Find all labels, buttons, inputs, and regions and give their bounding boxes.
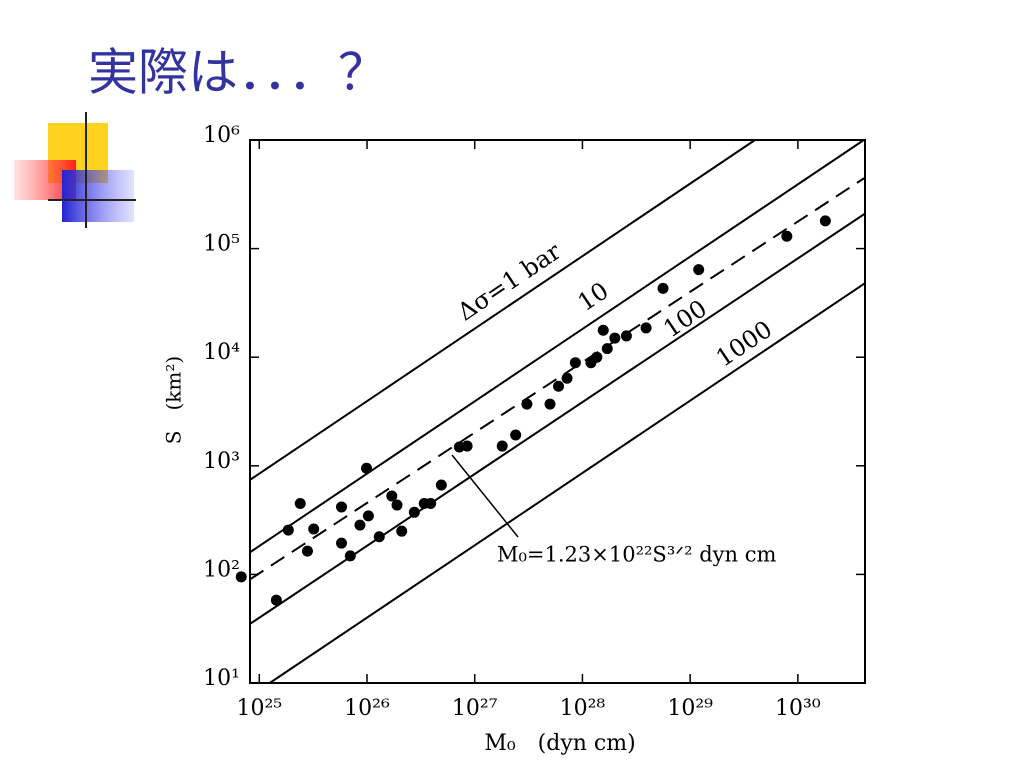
data-point [391,499,403,511]
data-point [781,230,793,242]
y-tick-label: 10⁶ [203,123,240,148]
plot-frame [249,139,866,684]
data-point [270,594,282,606]
data-point [609,332,621,344]
x-tick-label: 10³⁰ [775,696,821,721]
data-point [362,510,374,522]
data-point [496,440,508,452]
data-point [657,282,669,294]
data-point [640,322,652,334]
data-point [354,519,366,531]
data-point [601,343,613,355]
line-label: Δσ=1 bar [452,237,566,326]
data-point [569,357,581,369]
data-point [620,330,632,342]
fit-line [249,176,866,581]
data-point [561,372,573,384]
data-point [301,545,313,557]
data-point [282,524,294,536]
data-point [235,571,247,583]
data-point [336,537,348,549]
data-point [461,440,473,452]
data-point [361,462,373,474]
data-point [344,550,356,562]
data-point [510,429,522,441]
x-tick-label: 10²⁸ [560,696,606,721]
x-axis-label: M₀ (dyn cm) [484,731,635,756]
y-tick-label: 10² [203,557,240,582]
data-point [693,264,705,276]
data-point [336,501,348,513]
line-label: 10 [573,277,614,317]
y-tick-label: 10⁵ [203,232,240,257]
decoration [14,112,136,228]
data-point [294,497,306,509]
x-tick-label: 10²⁹ [667,696,713,721]
deco-blue [62,170,134,222]
data-point [386,490,398,502]
data-point [435,479,447,491]
data-point [521,398,533,410]
data-point [373,531,385,543]
data-point [425,497,437,509]
y-tick-label: 10¹ [203,666,240,691]
data-point [408,506,420,518]
stress-drop-line [269,282,866,684]
annotation: M₀=1.23×10²²S³ᐟ² dyn cm [497,543,776,567]
stress-drop-line [249,139,756,481]
data-point [819,215,831,227]
y-axis-label: S (km²) [162,356,186,444]
x-tick-label: 10²⁵ [236,696,282,721]
x-tick-label: 10²⁷ [452,696,498,721]
data-point [597,324,609,336]
data-point [591,351,603,363]
data-point [308,523,320,535]
y-tick-label: 10³ [203,449,240,474]
data-point [553,380,565,392]
data-point [396,525,408,537]
data-point [544,398,556,410]
x-tick-label: 10²⁶ [344,696,390,721]
line-label: 100 [658,294,712,343]
slide-title: 実際は．．．？ [88,44,388,102]
y-tick-label: 10⁴ [203,340,240,365]
stress-drop-line [249,139,865,554]
